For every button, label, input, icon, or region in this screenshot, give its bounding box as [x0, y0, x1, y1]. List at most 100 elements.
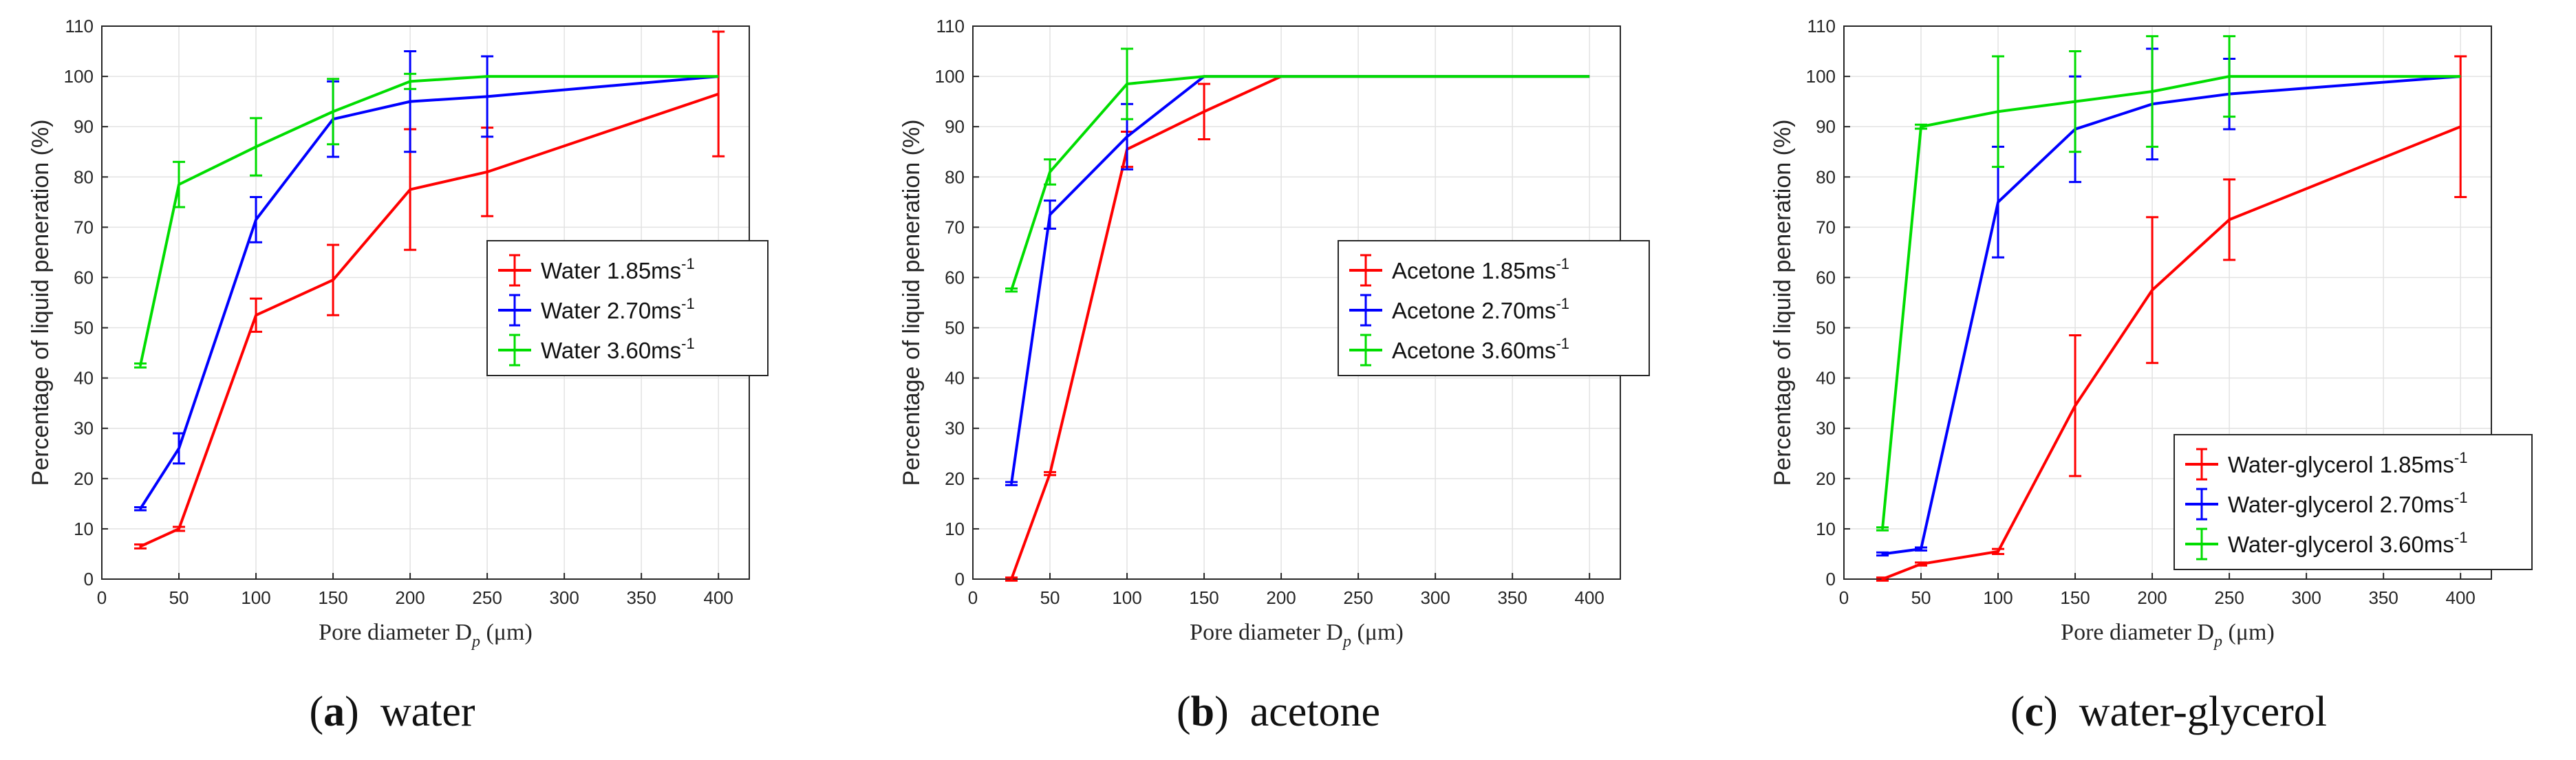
y-tick-label: 110	[1807, 16, 1836, 36]
x-tick-label: 150	[1189, 587, 1219, 608]
series-0	[134, 30, 725, 550]
x-tick-label: 200	[2137, 587, 2167, 608]
y-tick-label: 110	[65, 16, 94, 36]
x-tick-label: 0	[97, 587, 107, 608]
y-tick-label: 10	[74, 519, 94, 539]
y-tick-label: 30	[74, 418, 94, 439]
panel-caption: (a) water	[310, 688, 475, 735]
legend-label-superscript: -1	[681, 335, 695, 352]
caption-letter: a	[323, 688, 345, 735]
legend-label-text: Water-glycerol 1.85ms	[2228, 452, 2454, 477]
y-tick-label: 80	[1816, 166, 1836, 187]
x-tick-label: 50	[1040, 587, 1060, 608]
caption-paren: (	[2010, 688, 2025, 735]
series-2	[134, 72, 719, 369]
y-tick-label: 80	[945, 166, 965, 187]
legend-label-text: Acetone 2.70ms	[1392, 298, 1556, 323]
caption-text: acetone	[1250, 688, 1380, 735]
x-tick-label: 150	[2060, 587, 2090, 608]
x-axis-label: Pore diameter Dp (μm)	[319, 620, 533, 651]
legend-label-superscript: -1	[681, 295, 695, 312]
chart-panel-a: 0 50 100 150 200 250 300 350 400 0 10 20 30 40 50 60 70 8…	[28, 16, 769, 735]
chart-panel-c: 0 50 100 150 200 250 300 350 400 0 10 20 30 40 50 60 70 8…	[1770, 16, 2533, 735]
caption-letter: c	[2025, 688, 2044, 735]
x-tick-label: 250	[1343, 587, 1373, 608]
x-tick-label: 300	[549, 587, 579, 608]
y-tick-label: 0	[1826, 569, 1836, 589]
x-tick-label: 300	[1420, 587, 1450, 608]
y-tick-label: 10	[945, 519, 965, 539]
y-tick-label: 90	[945, 116, 965, 137]
x-axis-label-main: Pore diameter D	[1190, 620, 1343, 645]
x-tick-label: 200	[395, 587, 425, 608]
x-axis-label: Pore diameter Dp (μm)	[1190, 620, 1404, 651]
panel-caption: (c) water-glycerol	[2010, 688, 2327, 735]
caption-text: water-glycerol	[2079, 688, 2327, 735]
x-tick-label: 100	[1983, 587, 2012, 608]
legend-label: Water 3.60ms-1	[541, 335, 695, 363]
legend-label-text: Water-glycerol 2.70ms	[2228, 492, 2454, 517]
y-tick-label: 30	[945, 418, 965, 439]
series-2	[1005, 47, 1590, 293]
x-axis-label-subscript: p	[2213, 633, 2222, 651]
y-tick-label: 20	[74, 468, 94, 489]
legend-box	[1338, 240, 1650, 376]
legend-label: Water-glycerol 2.70ms-1	[2228, 489, 2467, 517]
y-tick-label: 0	[84, 569, 94, 589]
panel-caption: (b) acetone	[1177, 688, 1380, 735]
legend-label: Acetone 2.70ms-1	[1392, 295, 1569, 323]
caption-paren: )	[2043, 688, 2079, 735]
caption-paren: )	[345, 688, 380, 735]
y-tick-label: 50	[1816, 318, 1836, 338]
y-tick-label: 60	[945, 267, 965, 287]
y-tick-label: 40	[74, 368, 94, 389]
x-axis-label-unit: (μm)	[1351, 620, 1404, 645]
x-tick-label: 350	[2368, 587, 2398, 608]
legend-box	[2174, 434, 2533, 570]
legend-label: Acetone 3.60ms-1	[1392, 335, 1569, 363]
legend-label-text: Water 1.85ms	[541, 258, 681, 283]
y-tick-label: 80	[74, 166, 94, 187]
legend-label: Water-glycerol 3.60ms-1	[2228, 529, 2467, 557]
x-tick-label: 150	[318, 587, 347, 608]
y-tick-label: 100	[935, 66, 965, 87]
x-axis-label-main: Pore diameter D	[2061, 620, 2214, 645]
x-tick-label: 100	[241, 587, 270, 608]
caption-paren: (	[1177, 688, 1191, 735]
caption-paren: )	[1214, 688, 1250, 735]
x-axis-label: Pore diameter Dp (μm)	[2061, 620, 2275, 651]
x-tick-label: 200	[1266, 587, 1296, 608]
legend-label-superscript: -1	[2454, 529, 2468, 546]
y-tick-label: 0	[955, 569, 965, 589]
series-0	[1876, 55, 2467, 582]
y-tick-label: 50	[945, 318, 965, 338]
x-tick-label: 0	[968, 587, 978, 608]
x-tick-label: 400	[2445, 587, 2475, 608]
x-tick-label: 50	[169, 587, 189, 608]
legend-label-text: Water 2.70ms	[541, 298, 681, 323]
legend-label-text: Acetone 3.60ms	[1392, 338, 1556, 363]
y-tick-label: 20	[1816, 468, 1836, 489]
y-tick-label: 30	[1816, 418, 1836, 439]
series-2	[1876, 35, 2461, 532]
legend-label: Water-glycerol 1.85ms-1	[2228, 449, 2467, 477]
x-tick-label: 350	[626, 587, 656, 608]
y-tick-label: 20	[945, 468, 965, 489]
x-axis-label-subscript: p	[1342, 633, 1351, 651]
legend-label-text: Water 3.60ms	[541, 338, 681, 363]
x-tick-label: 0	[1839, 587, 1849, 608]
chart-panel-b: 0 50 100 150 200 250 300 350 400 0 10 20 30 40 50 60 70 8…	[899, 16, 1650, 735]
x-axis-label-unit: (μm)	[2222, 620, 2275, 645]
legend-label-text: Acetone 1.85ms	[1392, 258, 1556, 283]
x-tick-label: 100	[1112, 587, 1141, 608]
legend-box	[486, 240, 769, 376]
y-tick-label: 40	[945, 368, 965, 389]
y-tick-label: 100	[64, 66, 94, 87]
legend-label-superscript: -1	[1556, 335, 1569, 352]
x-tick-label: 250	[472, 587, 502, 608]
y-tick-label: 70	[74, 217, 94, 237]
